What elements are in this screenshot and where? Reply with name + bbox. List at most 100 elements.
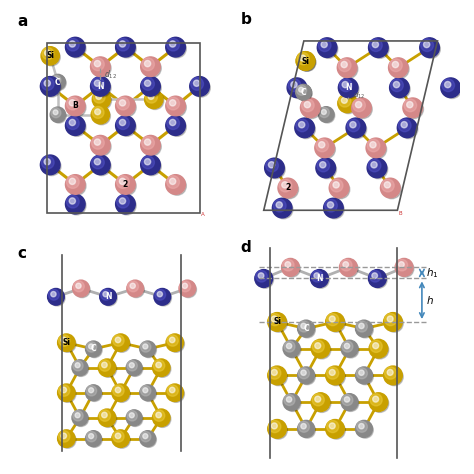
Circle shape — [312, 272, 329, 288]
Circle shape — [166, 384, 183, 401]
Circle shape — [299, 321, 310, 332]
Circle shape — [129, 413, 134, 418]
Circle shape — [319, 108, 329, 118]
Circle shape — [116, 96, 135, 116]
Circle shape — [118, 196, 136, 215]
Circle shape — [284, 341, 295, 352]
Circle shape — [42, 157, 61, 176]
Circle shape — [285, 342, 301, 358]
Circle shape — [141, 77, 160, 96]
Circle shape — [101, 290, 117, 306]
Circle shape — [115, 387, 121, 393]
Circle shape — [326, 312, 345, 331]
Circle shape — [326, 419, 345, 438]
Circle shape — [58, 431, 70, 442]
Circle shape — [100, 289, 111, 300]
Circle shape — [393, 82, 400, 88]
Circle shape — [52, 76, 66, 91]
Circle shape — [301, 99, 314, 112]
Text: B: B — [399, 211, 402, 216]
Circle shape — [190, 77, 210, 96]
Circle shape — [119, 100, 126, 106]
Circle shape — [297, 86, 312, 101]
Circle shape — [128, 281, 138, 292]
Circle shape — [113, 431, 124, 442]
Circle shape — [72, 410, 88, 426]
Circle shape — [279, 179, 292, 192]
Circle shape — [399, 120, 418, 138]
Circle shape — [299, 368, 310, 379]
Circle shape — [91, 156, 104, 169]
Circle shape — [385, 368, 403, 386]
Circle shape — [341, 340, 358, 357]
Circle shape — [141, 342, 151, 352]
Circle shape — [69, 100, 75, 106]
Circle shape — [302, 100, 321, 118]
Circle shape — [340, 80, 359, 99]
Circle shape — [354, 100, 372, 118]
Circle shape — [346, 118, 365, 137]
Circle shape — [299, 87, 304, 92]
Circle shape — [325, 199, 337, 212]
Circle shape — [61, 387, 66, 393]
Circle shape — [118, 118, 136, 137]
Circle shape — [141, 431, 151, 442]
Circle shape — [403, 98, 422, 118]
Circle shape — [313, 341, 331, 359]
Circle shape — [297, 53, 309, 65]
Circle shape — [143, 137, 161, 156]
Circle shape — [61, 433, 66, 438]
Circle shape — [153, 359, 170, 376]
Circle shape — [119, 41, 126, 47]
Circle shape — [67, 98, 86, 117]
Circle shape — [316, 139, 328, 152]
Circle shape — [371, 162, 377, 168]
Circle shape — [73, 361, 83, 371]
Circle shape — [145, 139, 151, 145]
Circle shape — [404, 99, 417, 112]
Circle shape — [301, 323, 306, 328]
Circle shape — [127, 410, 137, 421]
Circle shape — [168, 39, 186, 58]
Circle shape — [339, 258, 357, 276]
Circle shape — [170, 41, 176, 47]
Circle shape — [94, 139, 100, 145]
Text: Si: Si — [46, 51, 54, 60]
Circle shape — [372, 41, 379, 48]
Text: N: N — [97, 82, 104, 91]
Circle shape — [347, 119, 360, 132]
Circle shape — [141, 386, 151, 396]
Circle shape — [170, 100, 176, 106]
Circle shape — [191, 78, 203, 90]
Circle shape — [311, 393, 330, 411]
Circle shape — [50, 107, 65, 122]
Text: 2: 2 — [285, 183, 291, 192]
Circle shape — [126, 410, 142, 426]
Circle shape — [115, 337, 121, 343]
Circle shape — [76, 283, 81, 289]
Text: Si: Si — [63, 338, 70, 347]
Circle shape — [356, 421, 367, 432]
Circle shape — [67, 177, 86, 195]
Circle shape — [359, 423, 364, 429]
Circle shape — [356, 101, 362, 108]
Circle shape — [321, 41, 327, 48]
Circle shape — [167, 176, 180, 188]
Circle shape — [286, 397, 292, 402]
Circle shape — [383, 180, 401, 199]
Circle shape — [300, 55, 306, 61]
Circle shape — [145, 61, 151, 67]
Circle shape — [61, 337, 66, 343]
Circle shape — [66, 117, 79, 129]
Circle shape — [371, 395, 389, 412]
Circle shape — [282, 258, 300, 276]
Circle shape — [385, 314, 403, 332]
Circle shape — [304, 101, 310, 108]
Circle shape — [423, 41, 430, 48]
Circle shape — [58, 430, 75, 447]
Circle shape — [300, 55, 306, 61]
Circle shape — [271, 316, 277, 322]
Circle shape — [299, 121, 305, 128]
Circle shape — [369, 393, 388, 411]
Circle shape — [326, 200, 344, 219]
